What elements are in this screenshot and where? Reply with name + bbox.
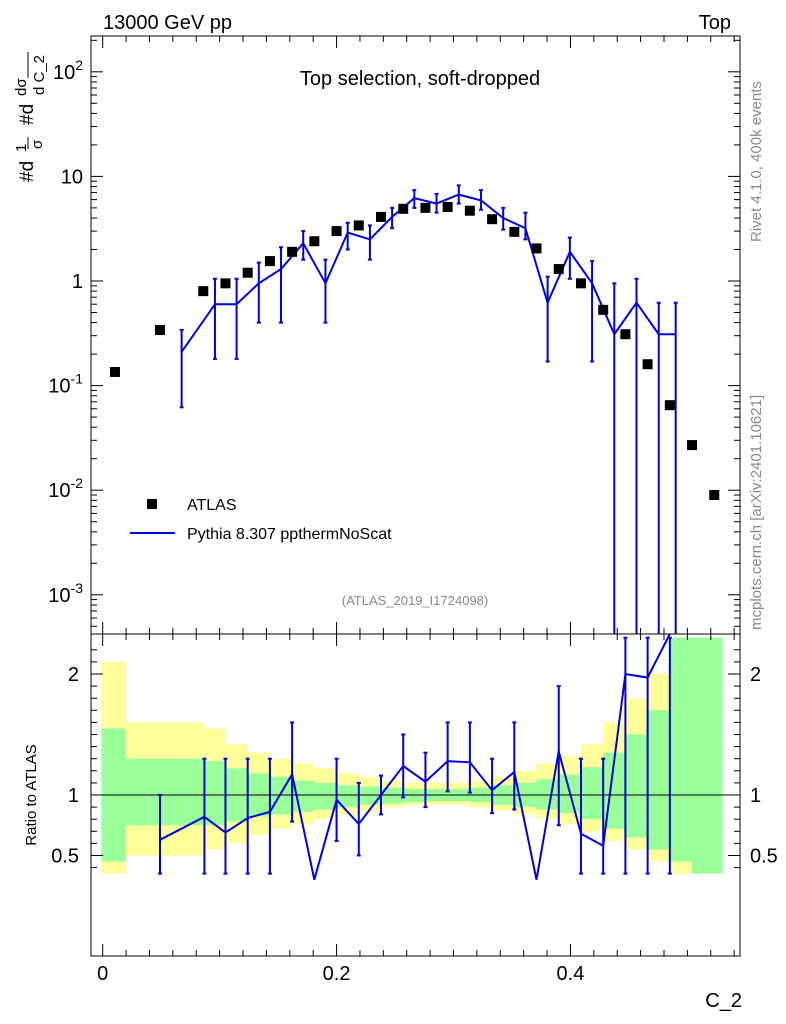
process-label: Top xyxy=(699,12,731,34)
atlas-data-point xyxy=(420,202,431,213)
ratio-panel: 0.5 0.5 1 1 2 2 0 0.2 0.4 Ratio to ATLAS C_2 xyxy=(23,633,778,1012)
atlas-data-point xyxy=(642,359,653,370)
y-tick-label: 10-1 xyxy=(48,371,83,398)
atlas-data-point xyxy=(487,214,498,225)
ratio-y-tick-label-left: 1 xyxy=(68,785,79,807)
y-tick-label: 10-2 xyxy=(48,475,83,502)
atlas-data-point xyxy=(309,236,320,247)
svg-text:#d: #d xyxy=(17,161,38,182)
y-tick-label: 10-3 xyxy=(48,580,83,607)
atlas-data-point xyxy=(709,489,720,500)
legend-atlas-marker xyxy=(147,499,157,509)
atlas-data-point xyxy=(509,226,520,237)
x-tick-label: 0.4 xyxy=(557,963,585,985)
atlas-data-point xyxy=(398,203,409,214)
atlas-data-point xyxy=(598,304,609,315)
main-panel: 10-3 10-2 10-1 1 10 102 Top selection, soft-d… xyxy=(13,35,741,635)
atlas-data-point xyxy=(331,226,342,237)
ratio-y-tick-label-right: 0.5 xyxy=(750,846,778,868)
atlas-data-point xyxy=(109,366,120,377)
chart-title: Top selection, soft-dropped xyxy=(300,68,540,90)
x-axis-label: C_2 xyxy=(705,990,742,1012)
atlas-data-point xyxy=(287,246,298,257)
analysis-tag: (ATLAS_2019_I1724098) xyxy=(342,593,488,608)
atlas-data-point xyxy=(264,256,275,267)
x-tick-label: 0.2 xyxy=(323,963,351,985)
y-tick-label: 1 xyxy=(72,271,83,293)
atlas-data-point xyxy=(620,329,631,340)
ratio-y-tick-label-right: 1 xyxy=(750,785,761,807)
main-frame xyxy=(90,35,741,635)
atlas-data-point xyxy=(154,325,165,336)
atlas-data-point xyxy=(220,278,231,289)
atlas-data-point xyxy=(664,400,675,411)
ratio-y-tick-label-left: 2 xyxy=(68,664,79,686)
svg-text:dσ: dσ xyxy=(13,78,30,96)
ratio-y-tick-label-right: 2 xyxy=(750,664,761,686)
ratio-y-tick-label-left: 0.5 xyxy=(51,846,79,868)
svg-text:d C_2: d C_2 xyxy=(31,55,48,95)
atlas-data-point xyxy=(464,205,475,216)
y-tick-label: 10 xyxy=(61,166,83,188)
atlas-data-point xyxy=(687,440,698,451)
pythia-line xyxy=(180,193,676,353)
atlas-data-point xyxy=(242,267,253,278)
legend: ATLAS Pythia 8.307 ppthermNoScat xyxy=(130,497,392,543)
atlas-data-point xyxy=(553,264,564,275)
atlas-data-point xyxy=(376,211,387,222)
ratio-y-axis-label: Ratio to ATLAS xyxy=(23,744,40,845)
svg-text:1: 1 xyxy=(13,144,30,152)
atlas-data-point xyxy=(442,201,453,212)
x-tick-label: 0 xyxy=(97,963,108,985)
legend-pythia-label: Pythia 8.307 ppthermNoScat xyxy=(187,526,392,543)
energy-label: 13000 GeV pp xyxy=(103,12,232,34)
atlas-data-point xyxy=(353,220,364,231)
mcplots-label: mcplots.cern.ch [arXiv:2401.10621] xyxy=(748,395,765,630)
svg-text:#d: #d xyxy=(17,104,38,125)
atlas-data-point xyxy=(531,243,542,254)
svg-text:σ: σ xyxy=(29,139,46,149)
legend-atlas-label: ATLAS xyxy=(187,497,237,514)
rivet-label: Rivet 4.1.0, 400k events xyxy=(748,81,765,242)
y-axis-label: #d 1 σ #d dσ d C_2 xyxy=(13,52,48,182)
y-tick-label: 102 xyxy=(53,57,83,84)
atlas-data-point xyxy=(198,286,209,297)
atlas-data-point xyxy=(575,278,586,289)
